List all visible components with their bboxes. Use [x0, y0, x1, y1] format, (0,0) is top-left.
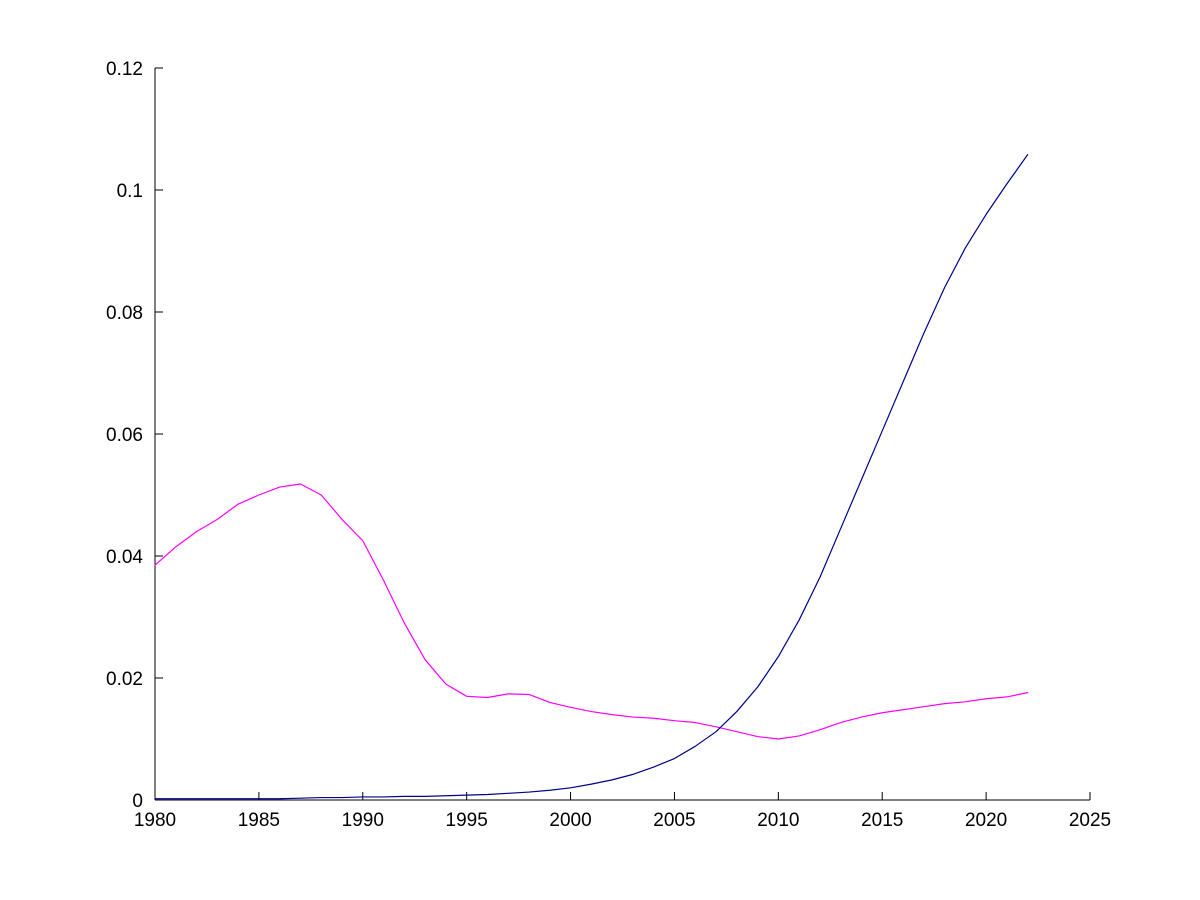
y-tick-label: 0.02 — [106, 669, 143, 690]
x-tick-label: 2025 — [1069, 810, 1111, 831]
x-tick-label: 2010 — [757, 810, 799, 831]
series-lines — [154, 154, 1029, 800]
x-tick-label: 2000 — [549, 810, 591, 831]
y-tick-label: 0.12 — [106, 59, 143, 80]
y-tick-label: 0.04 — [106, 547, 143, 568]
y-tick-label: 0.08 — [106, 303, 143, 324]
axis-ticks — [154, 67, 1091, 801]
y-tick-label: 0.06 — [106, 425, 143, 446]
magenta-series-line — [154, 483, 1029, 740]
x-tick-label: 1985 — [238, 810, 280, 831]
y-tick-label: 0 — [132, 791, 143, 812]
x-tick-label: 2005 — [653, 810, 695, 831]
x-tick-label: 2020 — [965, 810, 1007, 831]
x-tick-label: 1995 — [446, 810, 488, 831]
x-tick-label: 1990 — [342, 810, 384, 831]
axes — [154, 68, 1090, 801]
x-tick-label: 2015 — [861, 810, 903, 831]
y-tick-label: 0.1 — [117, 181, 143, 202]
tick-labels: 1980 1985 1990 1995 2000 2005 2010 2015 2020 2025… — [106, 59, 1111, 831]
dark-blue-series-line — [154, 154, 1029, 800]
x-tick-label: 1980 — [134, 810, 176, 831]
